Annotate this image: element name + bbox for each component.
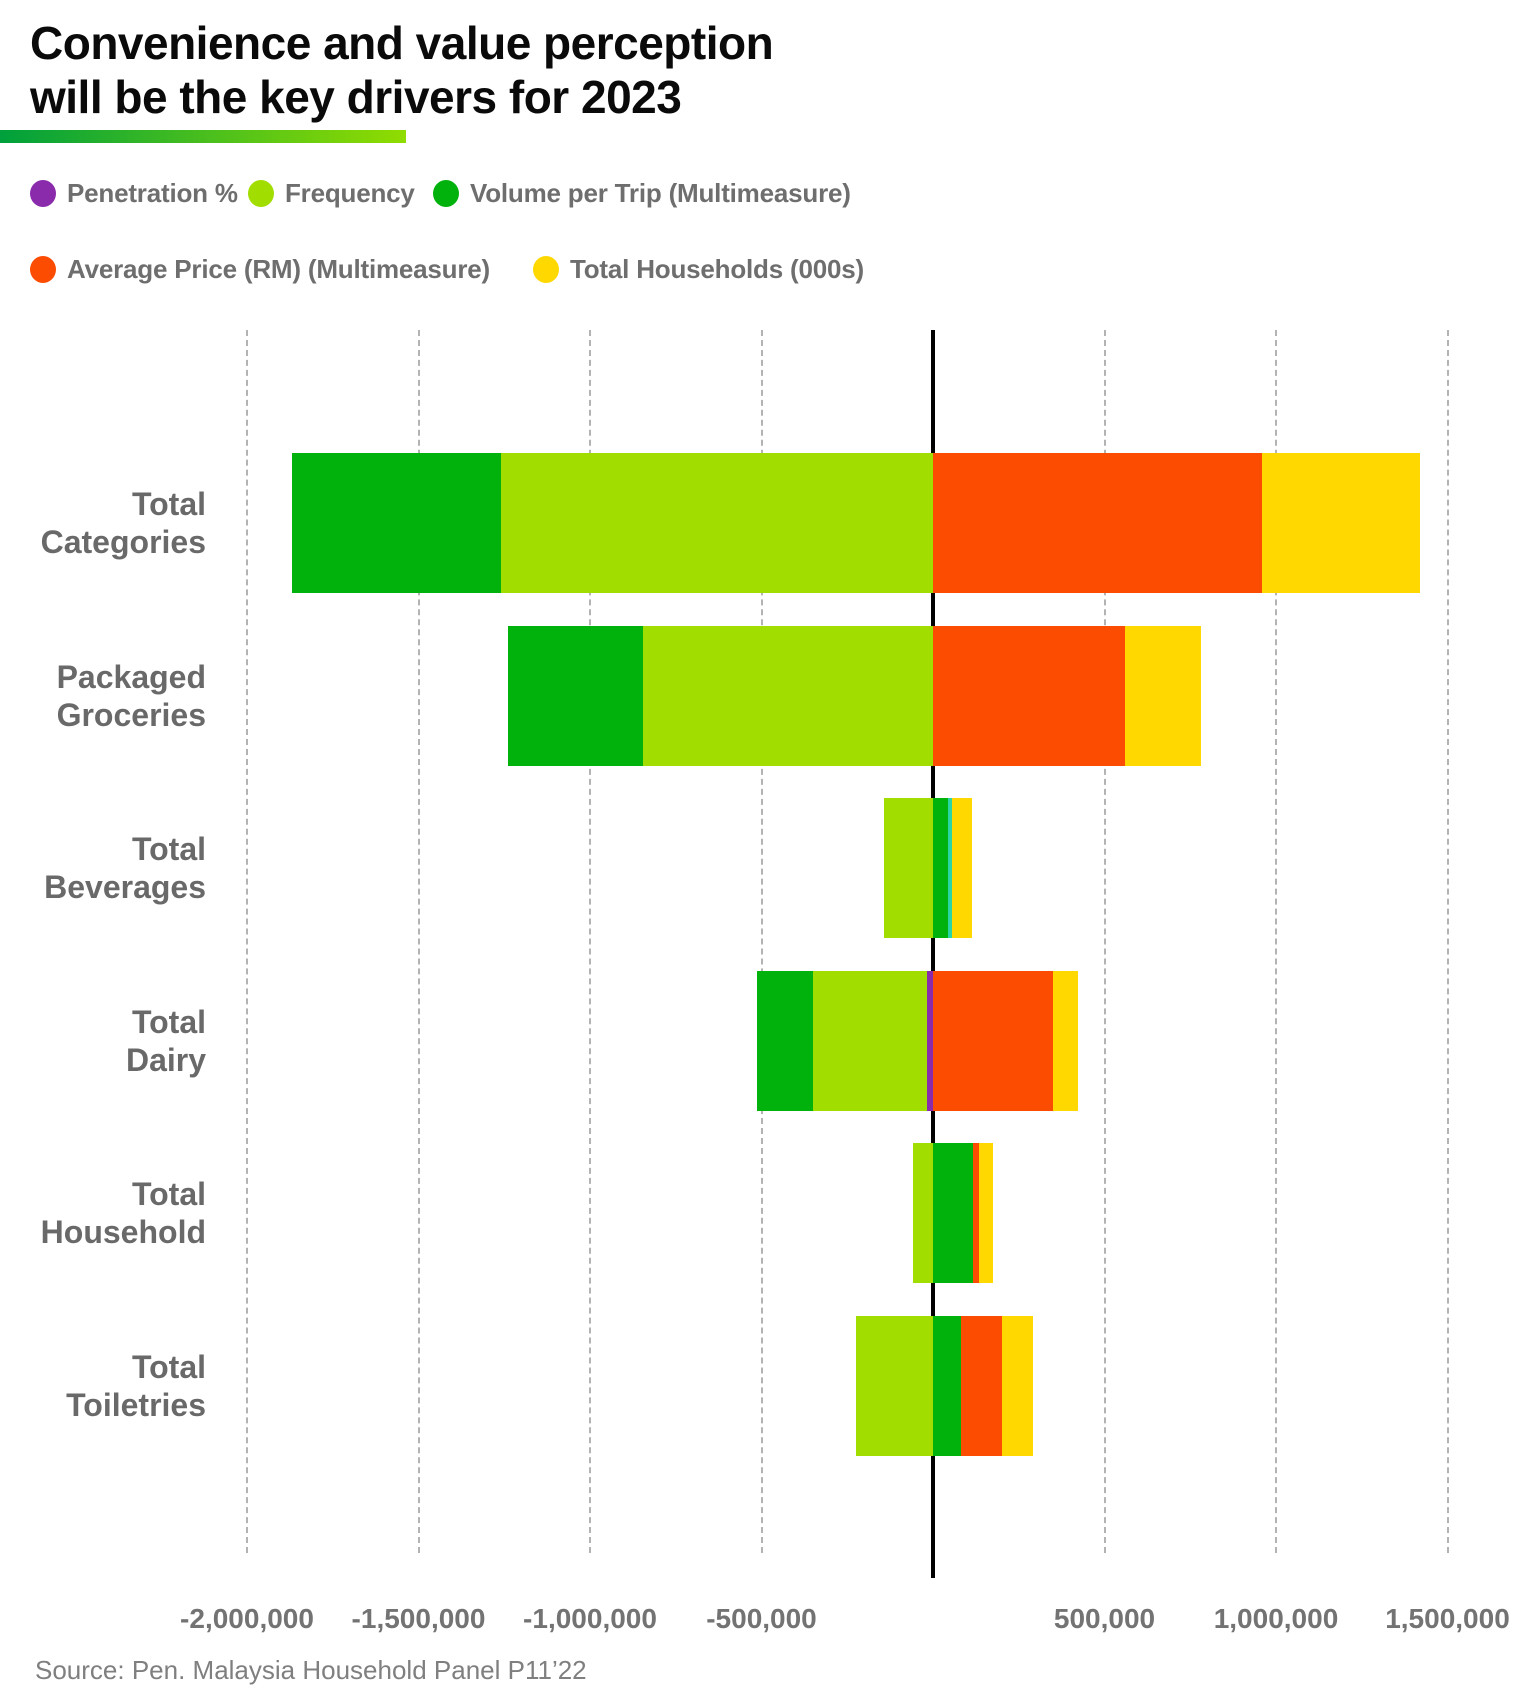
legend-label-total-households: Total Households (000s) [570,254,864,284]
category-label-line: Total [131,486,206,522]
gridline [1446,330,1449,1553]
bar-segment-frequency [813,970,927,1111]
category-label: Total Categories [0,485,206,561]
category-label: Total Household [0,1175,206,1251]
legend-swatch-frequency [248,180,274,207]
axis-tick-label: 1,500,000 [1385,1603,1510,1634]
legend-item-frequency: Frequency [248,178,415,209]
axis-tick-label: -1,000,000 [523,1603,657,1634]
page-title-line-2: will be the key drivers for 2023 [30,71,682,123]
category-label-line: Total [131,1348,206,1385]
bar-segment-average-price-rm-multimeasure [933,970,1054,1111]
gridline [760,330,763,1553]
category-label: Total Toiletries [0,1348,206,1424]
legend-label-frequency: Frequency [285,178,415,208]
legend-item-volume-per-trip: Volume per Trip (Multimeasure) [433,178,851,209]
legend-label-average-price: Average Price (RM) (Multimeasure) [67,254,490,284]
gridline [1103,330,1106,1553]
bar-segment-average-price-rm-multimeasure [961,1315,1002,1456]
category-label-line: Packaged [56,658,206,695]
bar-segment-average-price-rm-multimeasure [933,453,1263,593]
bar-segment-volume-per-trip-multimeasure [756,970,814,1111]
axis-tick-label: 500,000 [1053,1603,1156,1634]
category-label-line: Total [131,1003,206,1040]
legend-swatch-penetration [30,180,56,207]
bar-segment-volume-per-trip-multimeasure [291,453,501,593]
category-label-line: Beverages [44,869,206,905]
source-note: Source: Pen. Malaysia Household Panel P1… [35,1655,587,1685]
bar-segment-frequency [913,1143,933,1283]
bar-segment-total-households-000s [979,1143,994,1283]
legend-item-average-price: Average Price (RM) (Multimeasure) [30,254,490,285]
bar-segment-frequency [884,798,933,938]
category-label-line: Total [131,831,206,867]
category-label-line: Dairy [125,1041,206,1078]
category-label: Total Dairy [0,1003,206,1079]
legend-label-penetration: Penetration % [67,178,238,208]
legend-item-penetration: Penetration % [30,178,238,209]
bar-segment-frequency [500,453,933,593]
bar-segment-penetration [926,970,933,1111]
category-label-line: Categories [40,524,206,560]
bar-segment-total-households-000s [1053,970,1078,1111]
gridline [589,330,591,1553]
gridline [246,330,248,1553]
bar-segment-volume-per-trip-multimeasure [933,1143,973,1283]
legend-label-volume-per-trip: Volume per Trip (Multimeasure) [470,178,851,208]
bar-segment-average-price-rm-multimeasure [972,1143,980,1283]
axis-tick-label: -1,500,000 [351,1603,486,1634]
axis-tick-label: -2,000,000 [180,1603,314,1634]
bar-segment-volume-per-trip-multimeasure [507,625,644,766]
legend-swatch-average-price [30,256,56,283]
category-label-line: Groceries [56,696,206,733]
page-title: Convenience and value perception will be… [30,16,774,124]
category-label-line: Household [40,1214,206,1250]
title-accent-underline [0,130,406,143]
legend-swatch-total-households [533,256,559,283]
bar-segment-average-price-rm-multimeasure [933,625,1126,766]
category-label: Packaged Groceries [0,658,206,734]
bar-segment-frequency [856,1315,933,1456]
bar-segment-total-households-000s [1262,453,1421,593]
bar-segment-volume-per-trip-multimeasure [933,1315,962,1456]
chart-area: -2,000,000 -1,500,000 -1,000,000 -500,000 50… [0,330,1540,1660]
axis-tick-label: 1,000,000 [1213,1603,1339,1634]
bar-segment-teal-boundary-sliver-not-in-legend [948,798,952,938]
bar-segment-volume-per-trip-multimeasure [933,798,949,938]
legend-item-total-households: Total Households (000s) [533,254,864,285]
gridline [1275,330,1277,1553]
category-label-line: Total [131,1176,206,1212]
bar-segment-total-households-000s [1125,625,1201,766]
category-label: Total Beverages [0,830,206,906]
category-label-line: Toiletries [66,1386,206,1423]
bar-segment-total-households-000s [951,798,972,938]
bar-segment-frequency [643,625,933,766]
axis-tick-label: -500,000 [706,1603,817,1634]
gridline [417,330,420,1553]
zero-axis-line [931,330,935,1578]
legend-swatch-volume-per-trip [433,180,459,207]
bar-segment-total-households-000s [1001,1315,1033,1456]
page-title-line-1: Convenience and value perception [30,17,774,69]
